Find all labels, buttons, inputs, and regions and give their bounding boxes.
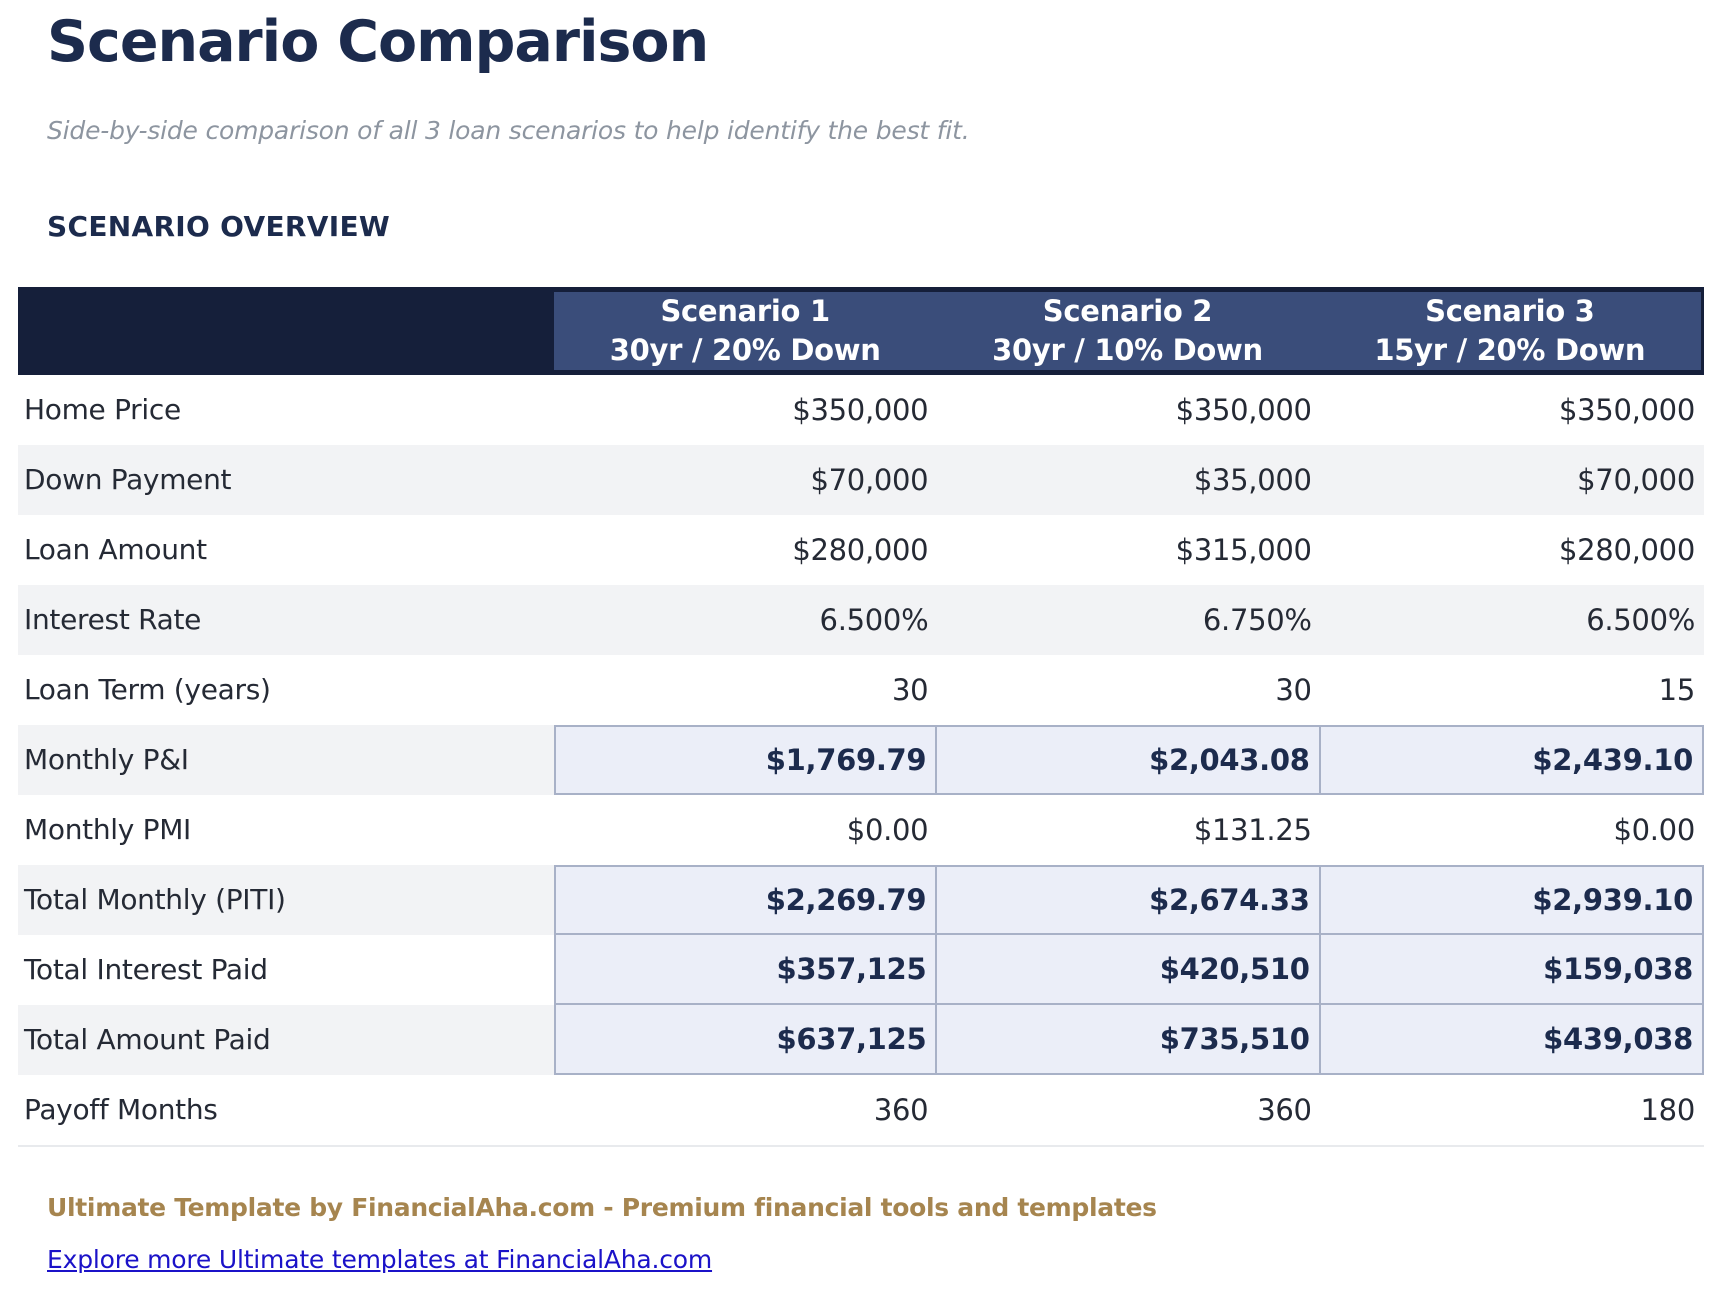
value-cell-scenario-1: 30	[892, 672, 929, 707]
row-label: Home Price	[24, 393, 181, 427]
value-cell-scenario-2: $315,000	[1175, 532, 1312, 567]
value-cell-scenario-2: $420,510	[937, 934, 1321, 1005]
scenario-header-name: Scenario 1	[660, 293, 830, 328]
value-cell-scenario-3: 15	[1658, 672, 1696, 707]
branding-text: Ultimate Template by FinancialAha.com - …	[47, 1192, 1157, 1222]
value-cell-scenario-2: $350,000	[1175, 392, 1312, 427]
value-cell-scenario-1: $637,125	[554, 1004, 938, 1075]
scenario-comparison-table: Scenario 1 30yr / 20% Down Scenario 2 30yr …	[18, 286, 1704, 1147]
row-label: Loan Term (years)	[24, 673, 271, 707]
value-cell-scenario-2: $2,674.33	[937, 864, 1321, 935]
scenario-header-terms: 15yr / 20% Down	[1374, 332, 1646, 367]
explore-templates-link[interactable]: Explore more Ultimate templates at Finan…	[47, 1244, 713, 1274]
value-cell-scenario-3: $0.00	[1613, 812, 1695, 847]
scenario-header-1: Scenario 1 30yr / 20% Down	[554, 292, 936, 370]
value-cell-scenario-1: 360	[873, 1092, 929, 1127]
value-cell-scenario-3: $70,000	[1577, 462, 1695, 497]
value-cell-scenario-2: 360	[1257, 1092, 1312, 1127]
table-row: Monthly PMI $0.00 $131.25 $0.00	[18, 795, 1704, 865]
section-title-scenario-overview: SCENARIO OVERVIEW	[47, 209, 391, 243]
scenario-header-terms: 30yr / 20% Down	[609, 332, 881, 367]
scenario-header-2: Scenario 2 30yr / 10% Down	[936, 292, 1318, 370]
page-subtitle: Side-by-side comparison of all 3 loan sc…	[47, 115, 970, 145]
value-cell-scenario-3: $439,038	[1320, 1004, 1704, 1075]
table-row: Total Monthly (PITI) $2,269.79 $2,674.33 $2…	[18, 864, 1704, 935]
value-cell-scenario-1: $2,269.79	[554, 864, 938, 935]
value-cell-scenario-3: 6.500%	[1586, 602, 1695, 637]
row-label: Total Interest Paid	[24, 953, 268, 987]
scenario-header-group: Scenario 1 30yr / 20% Down Scenario 2 30yr …	[554, 291, 1701, 370]
value-cell-scenario-2: $35,000	[1193, 462, 1312, 497]
row-label: Loan Amount	[24, 533, 207, 567]
value-cell-scenario-3: $2,939.10	[1320, 864, 1704, 935]
value-cell-scenario-1: $1,769.79	[554, 724, 938, 795]
row-label: Monthly PMI	[24, 813, 192, 847]
value-cell-scenario-1: $357,125	[554, 934, 938, 1005]
row-label: Payoff Months	[24, 1093, 218, 1127]
value-cell-scenario-2: $2,043.08	[937, 724, 1321, 795]
scenario-header-name: Scenario 3	[1425, 293, 1595, 328]
scenario-header-terms: 30yr / 10% Down	[992, 332, 1263, 367]
page-footer: Ultimate Template by FinancialAha.com - …	[47, 1193, 1722, 1275]
table-row: Loan Term (years) 30 30 15	[18, 655, 1704, 725]
value-cell-scenario-2: $735,510	[937, 1004, 1321, 1075]
value-cell-scenario-2: 30	[1275, 672, 1312, 707]
table-row: Loan Amount $280,000 $315,000 $280,000	[18, 515, 1704, 585]
value-cell-scenario-1: 6.500%	[819, 602, 929, 637]
value-cell-scenario-3: 180	[1640, 1092, 1696, 1127]
value-cell-scenario-1: $280,000	[792, 532, 929, 567]
row-label: Down Payment	[24, 463, 232, 497]
value-cell-scenario-1: $70,000	[810, 462, 929, 497]
table-row: Payoff Months 360 360 180	[18, 1075, 1704, 1145]
value-cell-scenario-3: $350,000	[1559, 392, 1695, 427]
scenario-header-3: Scenario 3 15yr / 20% Down	[1319, 292, 1701, 370]
table-row: Monthly P&I $1,769.79 $2,043.08 $2,439.10	[18, 724, 1704, 795]
table-row: Home Price $350,000 $350,000 $350,000	[18, 375, 1704, 445]
row-label: Total Monthly (PITI)	[24, 883, 286, 917]
table-row: Total Amount Paid $637,125 $735,510 $439,03…	[18, 1004, 1704, 1075]
table-row: Down Payment $70,000 $35,000 $70,000	[18, 444, 1704, 515]
header-corner-cell	[18, 292, 554, 370]
row-label: Interest Rate	[24, 603, 202, 637]
value-cell-scenario-3: $2,439.10	[1320, 724, 1704, 795]
table-row: Interest Rate 6.500% 6.750% 6.500%	[18, 584, 1704, 655]
value-cell-scenario-3: $280,000	[1559, 532, 1695, 567]
table-header-row: Scenario 1 30yr / 20% Down Scenario 2 30yr …	[18, 286, 1704, 375]
value-cell-scenario-1: $0.00	[846, 812, 929, 847]
table-body: Home Price $350,000 $350,000 $350,000 Down P…	[18, 375, 1704, 1145]
table-row: Total Interest Paid $357,125 $420,510 $159,…	[18, 934, 1704, 1005]
value-cell-scenario-3: $159,038	[1320, 934, 1704, 1005]
value-cell-scenario-2: $131.25	[1193, 812, 1312, 847]
value-cell-scenario-1: $350,000	[792, 392, 929, 427]
scenario-header-name: Scenario 2	[1042, 293, 1213, 328]
page-title: Scenario Comparison	[47, 9, 709, 75]
value-cell-scenario-2: 6.750%	[1202, 602, 1312, 637]
row-label: Monthly P&I	[24, 743, 189, 777]
row-label: Total Amount Paid	[24, 1023, 271, 1057]
